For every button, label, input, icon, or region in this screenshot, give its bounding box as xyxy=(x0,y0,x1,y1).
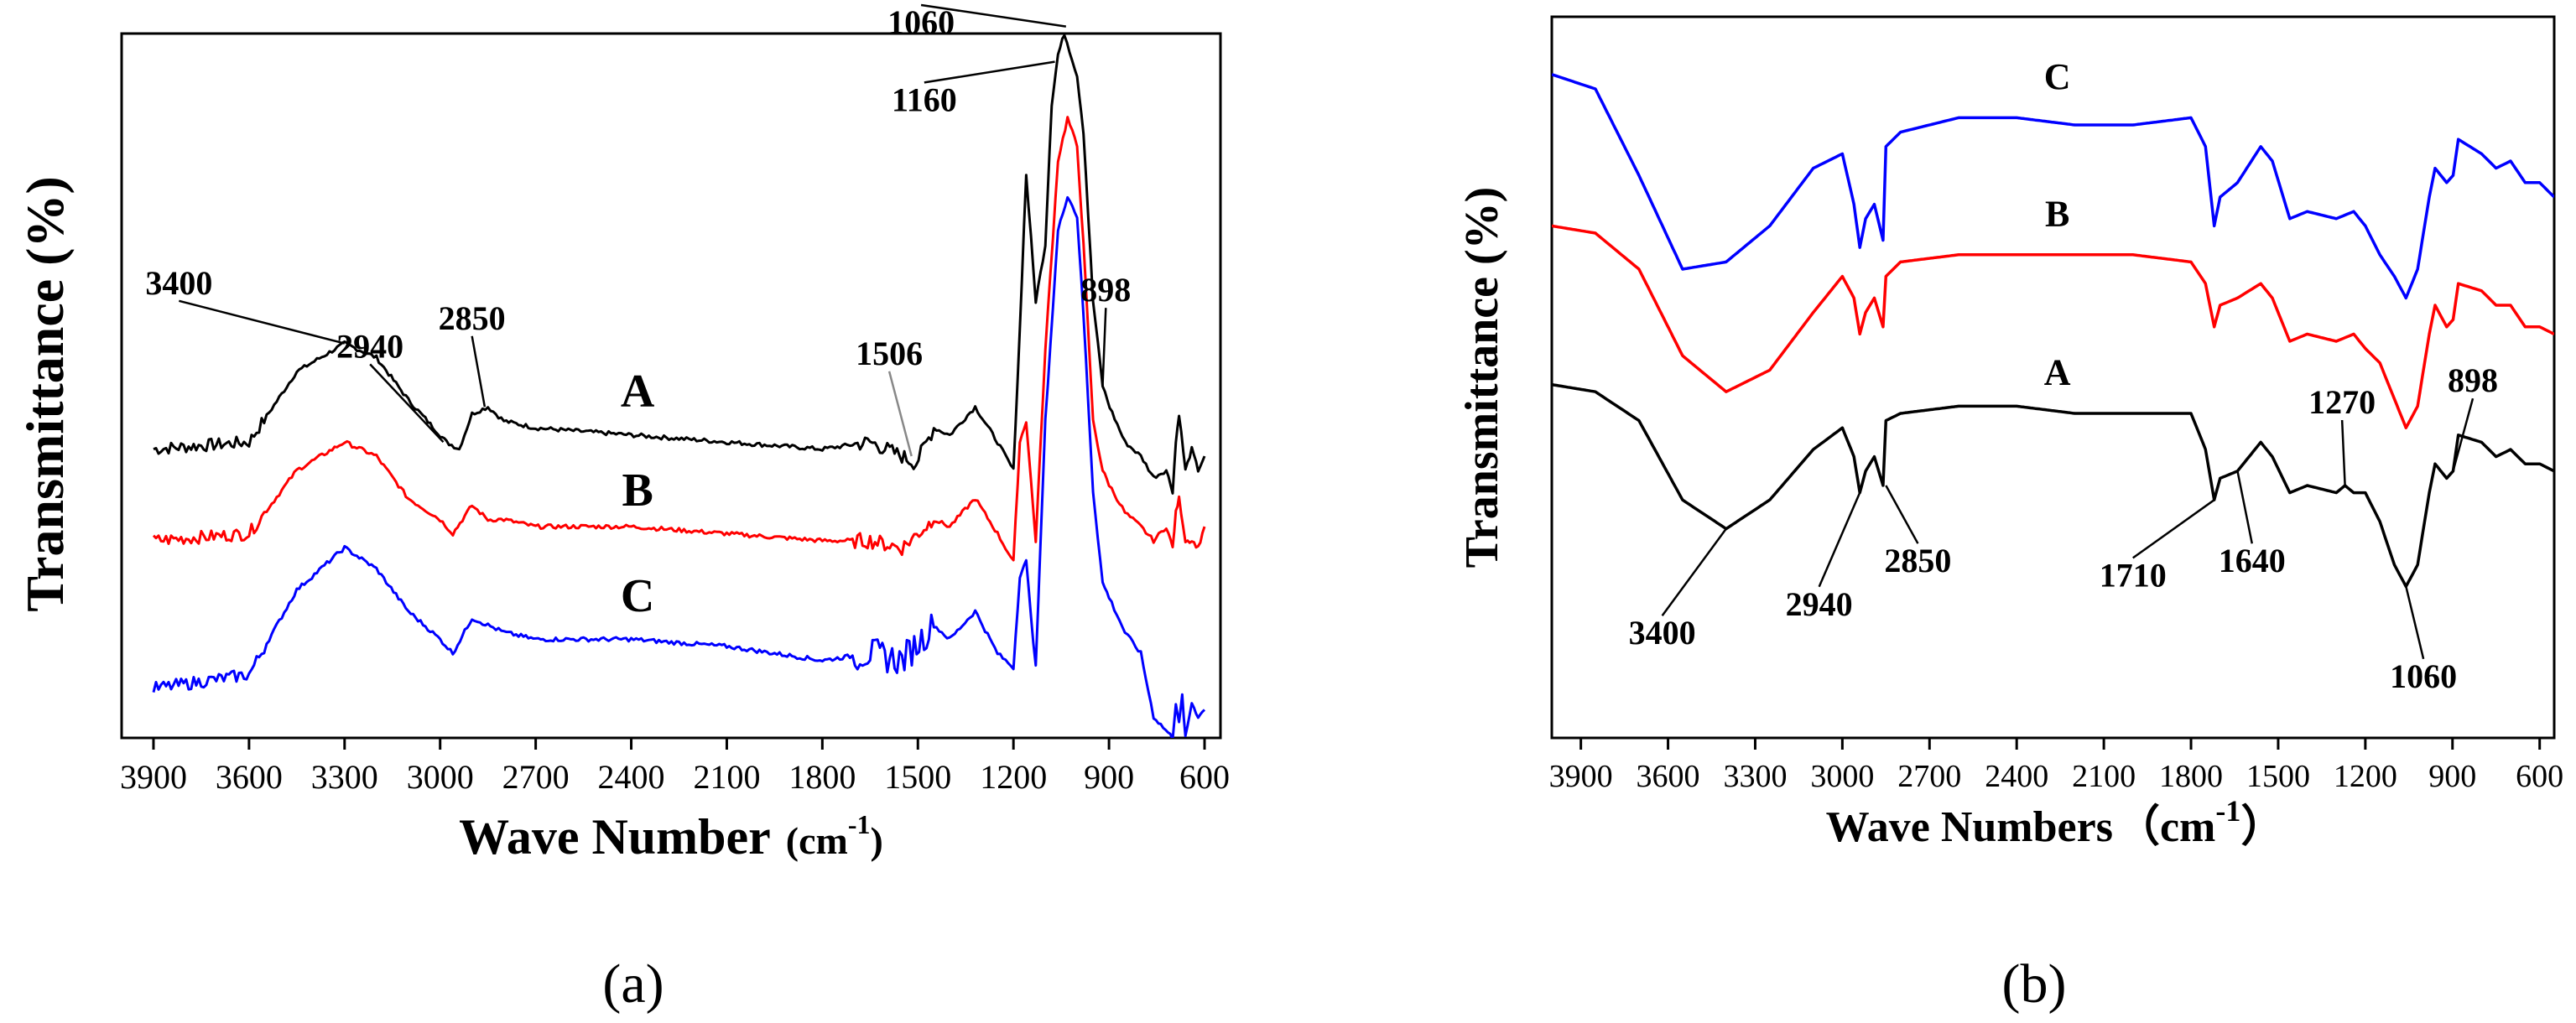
b-series-a-line xyxy=(1552,382,2554,589)
a-annotation-leader xyxy=(1101,308,1107,387)
b-curve-label-a: A xyxy=(2044,352,2071,393)
b-annotation-leader xyxy=(1818,492,1861,588)
a-x-tick-label: 3300 xyxy=(311,758,378,796)
panel-b-curve-labels: C B A xyxy=(2044,56,2071,393)
panel-b-x-axis-label: Wave Numbers （cm-1） xyxy=(1826,794,2285,851)
b-annotation-leader xyxy=(2452,397,2475,472)
a-curve-label-b: B xyxy=(622,465,653,517)
b-x-tick-label: 600 xyxy=(2516,759,2563,794)
b-annotation-label: 2850 xyxy=(1884,542,1951,579)
a-x-tick-label: 900 xyxy=(1084,758,1134,796)
b-annotation-leader xyxy=(2405,586,2425,660)
panel-a-y-axis-label: Transmittance (%) xyxy=(15,176,75,612)
panel-b-x-axis-unit-exponent: -1 xyxy=(2215,794,2240,828)
b-series-b-line xyxy=(1552,224,2554,429)
b-x-tick-label: 3900 xyxy=(1549,759,1613,794)
b-annotation-leader xyxy=(2340,419,2346,486)
b-x-tick-label: 3300 xyxy=(1723,759,1787,794)
panel-a-plot-frame xyxy=(120,32,1222,740)
b-annotation-label: 1710 xyxy=(2100,556,2167,594)
panel-b-series xyxy=(1552,73,2554,589)
a-annotation-leader xyxy=(920,3,1067,28)
a-annotation-label: 898 xyxy=(1080,271,1131,309)
b-curve-label-b: B xyxy=(2045,193,2069,234)
b-annotation-label: 3400 xyxy=(1629,614,1696,652)
a-annotation-leader xyxy=(471,335,487,408)
a-annotation-leader xyxy=(179,299,346,345)
a-x-tick-label: 2400 xyxy=(598,758,665,796)
a-annotation-label: 1060 xyxy=(887,3,955,41)
a-series-a-line xyxy=(153,34,1206,495)
panel-b-chart: 3900 3600 3300 3000 2700 2400 2100 1800 1500 1200… xyxy=(1456,15,2563,1015)
panel-a-x-axis-unit-close: ) xyxy=(871,819,883,862)
b-x-tick-label: 1800 xyxy=(2159,759,2223,794)
panel-b-caption: (b) xyxy=(2002,953,2067,1015)
a-series-b-line xyxy=(152,116,1206,562)
b-curve-label-c: C xyxy=(2044,56,2071,97)
b-annotation-leader xyxy=(1885,485,1919,544)
a-annotation-label: 2850 xyxy=(439,299,506,337)
a-x-tick-label: 1200 xyxy=(980,758,1047,796)
panel-b-y-axis-label: Transmittance (%) xyxy=(1456,187,1508,569)
b-annotation-label: 898 xyxy=(2448,361,2498,399)
a-x-tick-label: 1500 xyxy=(884,758,951,796)
b-annotation-label: 2940 xyxy=(1786,585,1853,623)
b-annotation-label: 1060 xyxy=(2390,657,2457,695)
panel-b-x-axis-title: Wave Numbers xyxy=(1826,803,2113,851)
panel-b-x-axis-unit-close: ） xyxy=(2240,802,2284,851)
panel-a-x-axis-label: Wave Number (cm-1) xyxy=(459,809,883,865)
panel-b-plot-frame xyxy=(1550,15,2556,740)
panel-a-x-axis-unit: (cm xyxy=(786,819,848,862)
b-x-tick-label: 3000 xyxy=(1810,759,1874,794)
panel-a-x-ticks: 3900 3600 3300 3000 2700 2400 2100 1800 1500 1200… xyxy=(120,738,1230,796)
panel-a-annotations: 3400 2940 2850 1506 1160 1060 898 xyxy=(145,3,1131,457)
a-curve-label-a: A xyxy=(621,366,655,418)
panel-b-x-ticks: 3900 3600 3300 3000 2700 2400 2100 1800 1500 1200… xyxy=(1549,738,2563,794)
panel-a-series xyxy=(152,34,1206,738)
b-annotation-leader xyxy=(1661,527,1727,616)
a-annotation-label: 1160 xyxy=(892,80,957,118)
a-x-tick-label: 3000 xyxy=(407,758,474,796)
panel-b-x-axis-unit: （cm xyxy=(2116,802,2215,851)
panel-a-x-axis-unit-exponent: -1 xyxy=(848,809,871,839)
b-series-c-line xyxy=(1552,73,2554,300)
a-annotation-leader xyxy=(924,60,1055,84)
b-x-tick-label: 2100 xyxy=(2072,759,2136,794)
a-annotation-label: 1506 xyxy=(856,335,923,372)
b-annotation-leader xyxy=(2236,470,2253,544)
a-x-tick-label: 2100 xyxy=(693,758,760,796)
b-x-tick-label: 900 xyxy=(2428,759,2476,794)
a-annotation-leader xyxy=(887,371,913,457)
a-x-tick-label: 600 xyxy=(1179,758,1230,796)
b-x-tick-label: 2400 xyxy=(1985,759,2048,794)
a-x-tick-label: 3900 xyxy=(120,758,187,796)
panel-a-curve-labels: AB C xyxy=(621,366,655,622)
a-series-c-line xyxy=(152,195,1206,738)
a-x-tick-label: 1800 xyxy=(788,758,856,796)
a-annotation-leader xyxy=(369,363,445,444)
panel-a-x-axis-title: Wave Number xyxy=(459,809,771,865)
a-annotation-label: 3400 xyxy=(145,264,212,302)
a-annotation-label: 2940 xyxy=(336,327,403,365)
panel-a-chart: 3900 3600 3300 3000 2700 2400 2100 1800 1500 1200… xyxy=(15,3,1230,1015)
b-x-tick-label: 1200 xyxy=(2334,759,2397,794)
panel-b-annotations: 3400 2940 2850 1710 1640 1270 898 1060 xyxy=(1629,361,2498,695)
a-x-tick-label: 2700 xyxy=(502,758,570,796)
b-annotation-leader xyxy=(2132,499,2215,559)
panel-a-caption: (a) xyxy=(602,953,664,1015)
b-annotation-label: 1640 xyxy=(2219,542,2286,579)
b-annotation-label: 1270 xyxy=(2308,383,2376,421)
a-curve-label-c: C xyxy=(621,570,654,622)
b-x-tick-label: 2700 xyxy=(1897,759,1961,794)
a-x-tick-label: 3600 xyxy=(216,758,283,796)
b-x-tick-label: 1500 xyxy=(2246,759,2310,794)
b-x-tick-label: 3600 xyxy=(1637,759,1700,794)
